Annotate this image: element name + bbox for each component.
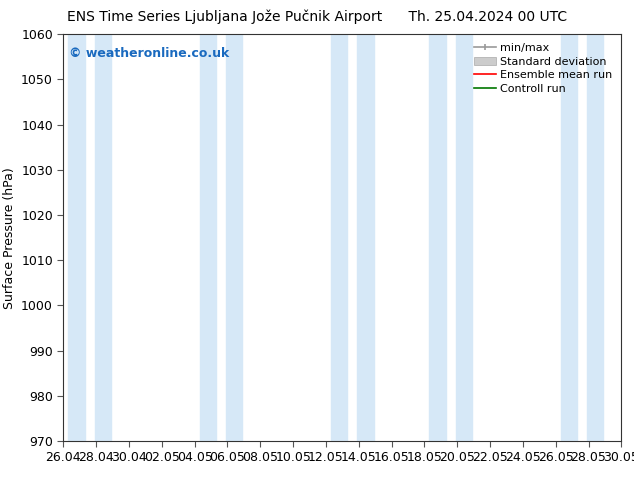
Text: © weatheronline.co.uk: © weatheronline.co.uk bbox=[69, 47, 230, 59]
Y-axis label: Surface Pressure (hPa): Surface Pressure (hPa) bbox=[3, 167, 16, 309]
Bar bbox=[68, 34, 85, 441]
Bar bbox=[226, 34, 242, 441]
Text: ENS Time Series Ljubljana Jože Pučnik Airport      Th. 25.04.2024 00 UTC: ENS Time Series Ljubljana Jože Pučnik Ai… bbox=[67, 10, 567, 24]
Bar bbox=[456, 34, 472, 441]
Bar bbox=[94, 34, 111, 441]
Bar bbox=[357, 34, 373, 441]
Bar bbox=[200, 34, 216, 441]
Bar bbox=[587, 34, 604, 441]
Bar bbox=[331, 34, 347, 441]
Bar bbox=[429, 34, 446, 441]
Bar bbox=[560, 34, 577, 441]
Legend: min/max, Standard deviation, Ensemble mean run, Controll run: min/max, Standard deviation, Ensemble me… bbox=[470, 40, 616, 97]
